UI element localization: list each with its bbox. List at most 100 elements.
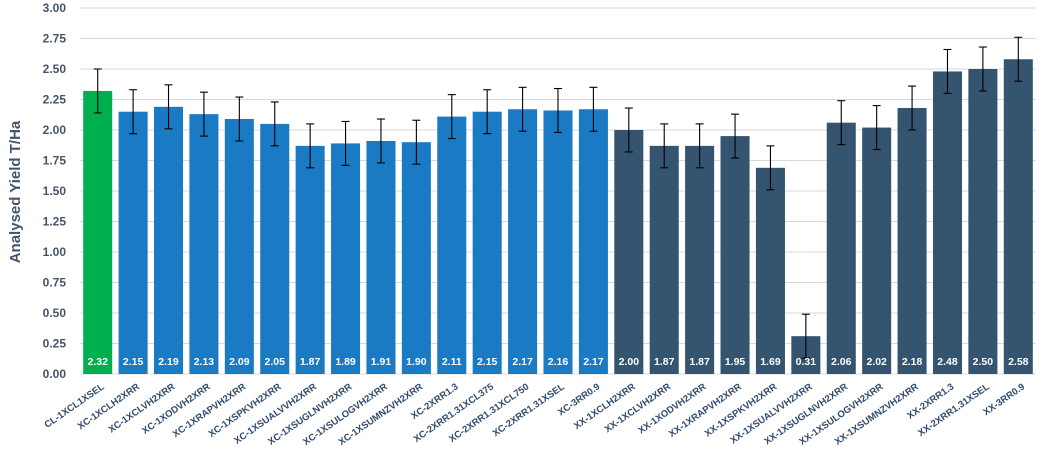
y-tick-label: 1.50 (43, 184, 67, 198)
y-tick-label: 1.25 (43, 215, 67, 229)
bar (118, 111, 148, 374)
data-label: 2.13 (194, 356, 215, 368)
bar (366, 140, 396, 374)
y-tick-label: 3.00 (43, 1, 67, 15)
error-bar (518, 86, 527, 132)
error-bar (376, 118, 385, 164)
y-tick-label: 1.00 (43, 245, 67, 259)
data-label: 2.15 (123, 356, 144, 368)
x-tick-labels: CL-1XCL1XSELXC-1XCLH2XRRXC-1XCLVH2XRRXC-… (43, 381, 1027, 448)
bar (1003, 59, 1033, 375)
data-label: 2.50 (973, 356, 994, 368)
error-bar (1014, 36, 1023, 82)
bar (401, 142, 431, 374)
data-label: 2.58 (1008, 356, 1029, 368)
bar (543, 110, 573, 374)
error-bar (731, 113, 740, 159)
bar (968, 69, 998, 374)
error-bar (447, 94, 456, 140)
bar (295, 145, 325, 374)
error-bar (837, 100, 846, 146)
y-tick-labels: 0.00 0.25 0.50 0.75 1.00 1.25 1.50 1.75 2.00 2.25… (43, 1, 67, 381)
bar (83, 90, 113, 375)
bar (331, 143, 361, 374)
data-label: 2.48 (937, 356, 958, 368)
error-bar (306, 123, 315, 169)
error-bar (164, 84, 173, 130)
error-bar (872, 105, 881, 151)
data-label: 2.17 (512, 356, 533, 368)
data-label: 2.15 (477, 356, 498, 368)
bar (189, 114, 219, 374)
x-tick-label: CL-1XCL1XSEL (43, 381, 107, 430)
bar (649, 145, 679, 374)
y-tick-label: 0.75 (43, 276, 67, 290)
y-tick-label: 2.00 (43, 123, 67, 137)
error-bar (695, 123, 704, 169)
bar (472, 111, 502, 374)
y-tick-label: 0.25 (43, 337, 67, 351)
error-bar (766, 145, 775, 191)
error-bar (412, 119, 421, 165)
y-tick-label: 2.25 (43, 93, 67, 107)
value-labels: 2.32 2.15 2.19 2.13 2.09 2.05 1.87 1.89 1.91 1.90… (87, 356, 1028, 368)
error-bar (199, 91, 208, 137)
bar (897, 108, 927, 374)
error-bar (93, 68, 102, 114)
bar (826, 122, 856, 375)
y-axis-label: Analysed Yield T/Ha (7, 120, 24, 263)
data-label: 2.02 (866, 356, 887, 368)
data-label: 2.19 (158, 356, 179, 368)
error-bar (129, 89, 138, 135)
error-bar (624, 107, 633, 153)
bar (224, 119, 254, 375)
error-bar (483, 89, 492, 135)
error-bar (801, 313, 810, 359)
data-label: 0.31 (796, 356, 817, 368)
y-tick-label: 0.50 (43, 306, 67, 320)
data-label: 2.06 (831, 356, 852, 368)
data-label: 1.95 (725, 356, 746, 368)
bars (83, 59, 1033, 375)
data-label: 2.32 (87, 356, 108, 368)
error-bar (270, 101, 279, 147)
bar (154, 106, 184, 374)
bar (260, 123, 290, 375)
bar (614, 130, 644, 374)
y-tick-label: 2.75 (43, 32, 67, 46)
data-label: 2.18 (902, 356, 923, 368)
data-label: 1.87 (689, 356, 710, 368)
error-bar (554, 87, 562, 133)
data-label: 1.87 (654, 356, 675, 368)
data-label: 1.91 (371, 356, 392, 368)
data-label: 1.69 (760, 356, 781, 368)
y-tick-label: 0.00 (43, 367, 67, 381)
data-label: 2.17 (583, 356, 604, 368)
error-bar (341, 120, 350, 166)
bar (508, 109, 538, 374)
data-label: 2.16 (548, 356, 569, 368)
data-label: 1.87 (300, 356, 321, 368)
bar (437, 116, 467, 374)
data-label: 2.09 (229, 356, 250, 368)
error-bar (908, 85, 917, 131)
bar (862, 127, 892, 374)
bar (720, 136, 750, 374)
data-label: 1.89 (335, 356, 356, 368)
y-tick-label: 2.50 (43, 62, 67, 76)
error-bar (978, 46, 987, 92)
error-bar (235, 96, 244, 142)
bar (685, 145, 715, 374)
error-bar (589, 86, 598, 132)
error-bar (660, 123, 669, 169)
bar (578, 109, 608, 374)
data-label: 1.90 (406, 356, 427, 368)
error-bar (943, 48, 952, 94)
error-bars (93, 36, 1023, 359)
bar (755, 167, 785, 374)
data-label: 2.05 (265, 356, 286, 368)
data-label: 2.00 (619, 356, 640, 368)
y-tick-label: 1.75 (43, 154, 67, 168)
